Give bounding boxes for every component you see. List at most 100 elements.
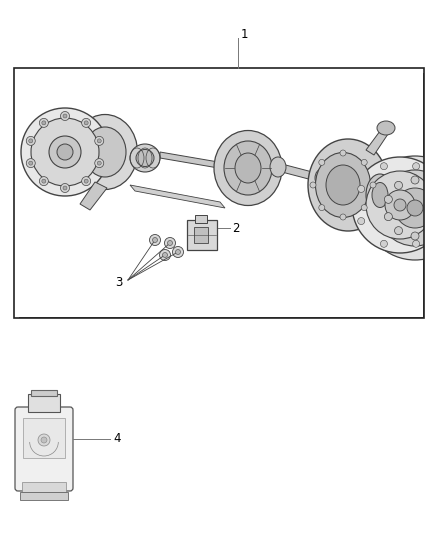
Ellipse shape — [315, 152, 371, 217]
Circle shape — [60, 111, 70, 120]
Bar — [424, 63, 438, 323]
Text: 2: 2 — [232, 222, 240, 235]
Ellipse shape — [377, 121, 395, 135]
Ellipse shape — [366, 174, 394, 216]
Circle shape — [435, 185, 438, 192]
Ellipse shape — [136, 149, 154, 166]
Bar — [23, 418, 65, 458]
Circle shape — [81, 118, 91, 127]
Circle shape — [63, 186, 67, 190]
Ellipse shape — [270, 157, 286, 177]
Circle shape — [370, 182, 376, 188]
Circle shape — [407, 200, 423, 216]
Circle shape — [63, 114, 67, 118]
Circle shape — [95, 159, 104, 167]
Circle shape — [435, 217, 438, 224]
Circle shape — [319, 205, 325, 211]
Ellipse shape — [326, 165, 360, 205]
Ellipse shape — [214, 131, 282, 206]
Circle shape — [427, 227, 435, 235]
Polygon shape — [80, 182, 107, 210]
Ellipse shape — [49, 136, 81, 168]
Circle shape — [173, 246, 184, 257]
Polygon shape — [366, 127, 390, 155]
Bar — [14, 68, 424, 318]
Circle shape — [95, 136, 104, 146]
Ellipse shape — [224, 141, 272, 195]
Circle shape — [310, 182, 316, 188]
Ellipse shape — [315, 169, 329, 187]
Circle shape — [162, 253, 167, 257]
Circle shape — [363, 156, 438, 260]
Ellipse shape — [372, 182, 388, 207]
Circle shape — [167, 240, 173, 246]
Polygon shape — [130, 185, 225, 208]
Circle shape — [366, 171, 434, 239]
Ellipse shape — [235, 153, 261, 183]
Circle shape — [381, 163, 388, 169]
Polygon shape — [278, 163, 320, 182]
Circle shape — [39, 176, 48, 185]
Ellipse shape — [31, 118, 99, 186]
Circle shape — [395, 181, 403, 189]
Circle shape — [340, 214, 346, 220]
Ellipse shape — [73, 115, 138, 190]
Bar — [14, 68, 424, 318]
Circle shape — [395, 227, 403, 235]
Circle shape — [352, 157, 438, 253]
Circle shape — [340, 150, 346, 156]
Circle shape — [42, 121, 46, 125]
Circle shape — [29, 139, 33, 143]
Circle shape — [385, 196, 392, 204]
Circle shape — [38, 434, 50, 446]
Ellipse shape — [308, 139, 388, 231]
Circle shape — [39, 118, 48, 127]
Circle shape — [159, 249, 170, 261]
Circle shape — [361, 159, 367, 165]
Circle shape — [413, 163, 420, 169]
Ellipse shape — [57, 144, 73, 160]
Polygon shape — [160, 152, 230, 170]
Bar — [22, 482, 66, 492]
Ellipse shape — [21, 108, 109, 196]
Circle shape — [149, 235, 160, 246]
Circle shape — [319, 159, 325, 165]
Circle shape — [385, 190, 415, 220]
Circle shape — [377, 170, 438, 246]
Circle shape — [358, 185, 365, 192]
Circle shape — [385, 213, 392, 221]
Circle shape — [42, 179, 46, 183]
FancyBboxPatch shape — [187, 220, 217, 250]
Circle shape — [84, 121, 88, 125]
Bar — [9, 48, 438, 73]
Circle shape — [29, 161, 33, 165]
Ellipse shape — [84, 127, 126, 177]
Circle shape — [176, 249, 180, 254]
Bar — [31, 390, 57, 396]
Circle shape — [26, 136, 35, 146]
Polygon shape — [394, 190, 420, 205]
Text: 1: 1 — [241, 28, 248, 42]
Bar — [195, 215, 207, 223]
Circle shape — [413, 240, 420, 247]
Circle shape — [81, 176, 91, 185]
Circle shape — [165, 238, 176, 248]
Circle shape — [427, 181, 435, 189]
Bar — [20, 492, 68, 500]
Circle shape — [394, 199, 406, 211]
Circle shape — [152, 238, 158, 243]
Circle shape — [381, 240, 388, 247]
Circle shape — [41, 437, 47, 443]
Circle shape — [84, 179, 88, 183]
Circle shape — [411, 176, 419, 184]
Circle shape — [411, 232, 419, 240]
Text: 4: 4 — [113, 432, 120, 445]
Circle shape — [97, 139, 101, 143]
FancyBboxPatch shape — [15, 407, 73, 491]
Bar — [194, 227, 208, 243]
Circle shape — [358, 217, 365, 224]
Circle shape — [395, 188, 435, 228]
Circle shape — [60, 183, 70, 192]
Text: 3: 3 — [115, 277, 122, 289]
Ellipse shape — [130, 144, 160, 172]
